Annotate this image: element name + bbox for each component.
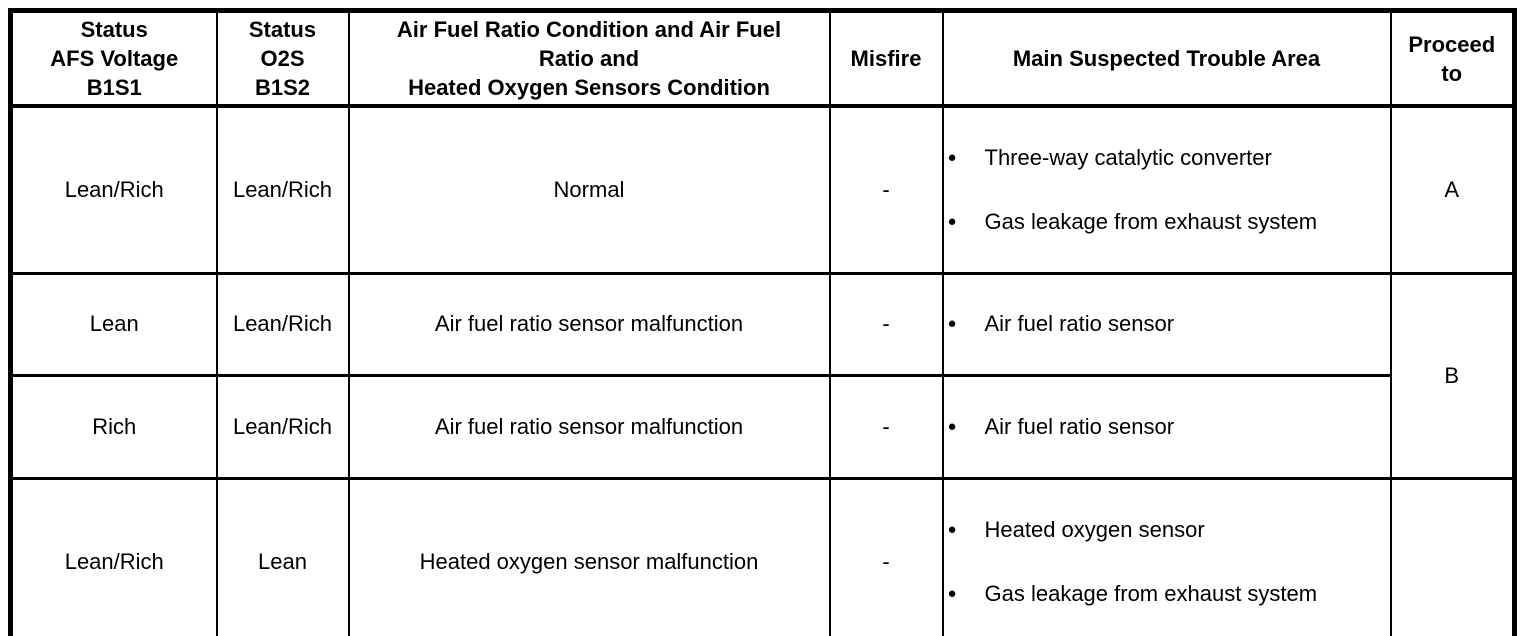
cell-trouble-area: ● Air fuel ratio sensor	[941, 271, 1392, 378]
trouble-item-text: Air fuel ratio sensor	[984, 414, 1175, 440]
table-row: Lean Lean/Rich Air fuel ratio sensor mal…	[9, 271, 1516, 480]
cell-o2s-status: Lean/Rich	[215, 271, 350, 378]
cell-misfire: -	[828, 374, 944, 480]
trouble-item-text: Air fuel ratio sensor	[984, 311, 1175, 337]
trouble-item: ● Gas leakage from exhaust system	[948, 578, 1386, 610]
bullet-icon: ●	[947, 315, 957, 333]
header-trouble-area: Main Suspected Trouble Area	[941, 9, 1392, 109]
trouble-item-text: Three-way catalytic converter	[984, 144, 1272, 170]
cell-condition: Air fuel ratio sensor malfunction	[347, 374, 831, 480]
cell-o2s-status: Lean/Rich	[215, 374, 350, 480]
cell-misfire: -	[828, 104, 944, 275]
header-proceed-to: Proceed to	[1389, 9, 1516, 109]
table-row: Lean/Rich Lean Heated oxygen sensor malf…	[9, 476, 1516, 636]
cell-afs-status: Lean/Rich	[9, 104, 218, 275]
header-misfire: Misfire	[828, 9, 944, 109]
bullet-icon: ●	[947, 418, 957, 436]
trouble-item: ● Air fuel ratio sensor	[948, 308, 1386, 340]
bullet-icon: ●	[947, 520, 957, 538]
header-afs-voltage-b1s1: Status AFS Voltage B1S1	[9, 9, 218, 109]
cell-proceed-to: A	[1389, 104, 1516, 275]
cell-trouble-area: ● Air fuel ratio sensor	[941, 374, 1392, 480]
trouble-item: ● Heated oxygen sensor	[948, 514, 1386, 546]
bullet-icon: ●	[947, 212, 957, 230]
cell-condition: Air fuel ratio sensor malfunction	[347, 271, 831, 378]
cell-condition: Normal	[347, 104, 831, 275]
header-o2s-b1s2: Status O2S B1S2	[215, 9, 350, 109]
cell-o2s-status: Lean/Rich	[215, 104, 350, 275]
cell-trouble-area: ● Heated oxygen sensor ● Gas leakage fro…	[941, 476, 1392, 636]
cell-afs-status: Lean	[9, 271, 218, 378]
header-row: Status AFS Voltage B1S1 Status O2S B1S2 …	[9, 9, 1516, 109]
trouble-item: ● Gas leakage from exhaust system	[948, 206, 1386, 238]
cell-misfire: -	[828, 476, 944, 636]
diagnostic-table: Status AFS Voltage B1S1 Status O2S B1S2 …	[8, 8, 1517, 636]
trouble-item-text: Heated oxygen sensor	[984, 516, 1205, 542]
cell-misfire: -	[828, 271, 944, 378]
trouble-item: ● Air fuel ratio sensor	[948, 411, 1386, 443]
table-row: Lean/Rich Lean/Rich Normal - ● Three-way…	[9, 104, 1516, 275]
header-condition: Air Fuel Ratio Condition and Air Fuel Ra…	[347, 9, 831, 109]
bullet-icon: ●	[947, 584, 957, 602]
cell-proceed-to: B	[1389, 271, 1516, 480]
table-row: Rich Lean/Rich Air fuel ratio sensor mal…	[9, 374, 1515, 480]
cell-o2s-status: Lean	[215, 476, 350, 636]
trouble-item-text: Gas leakage from exhaust system	[984, 208, 1318, 234]
cell-condition: Heated oxygen sensor malfunction	[347, 476, 831, 636]
bullet-icon: ●	[947, 148, 957, 166]
cell-afs-status: Rich	[9, 374, 218, 480]
cell-proceed-to: C	[1389, 476, 1516, 636]
cell-trouble-area: ● Three-way catalytic converter ● Gas le…	[941, 104, 1392, 275]
cell-afs-status: Lean/Rich	[9, 476, 218, 636]
trouble-item: ● Three-way catalytic converter	[948, 142, 1386, 174]
trouble-item-text: Gas leakage from exhaust system	[984, 580, 1318, 606]
